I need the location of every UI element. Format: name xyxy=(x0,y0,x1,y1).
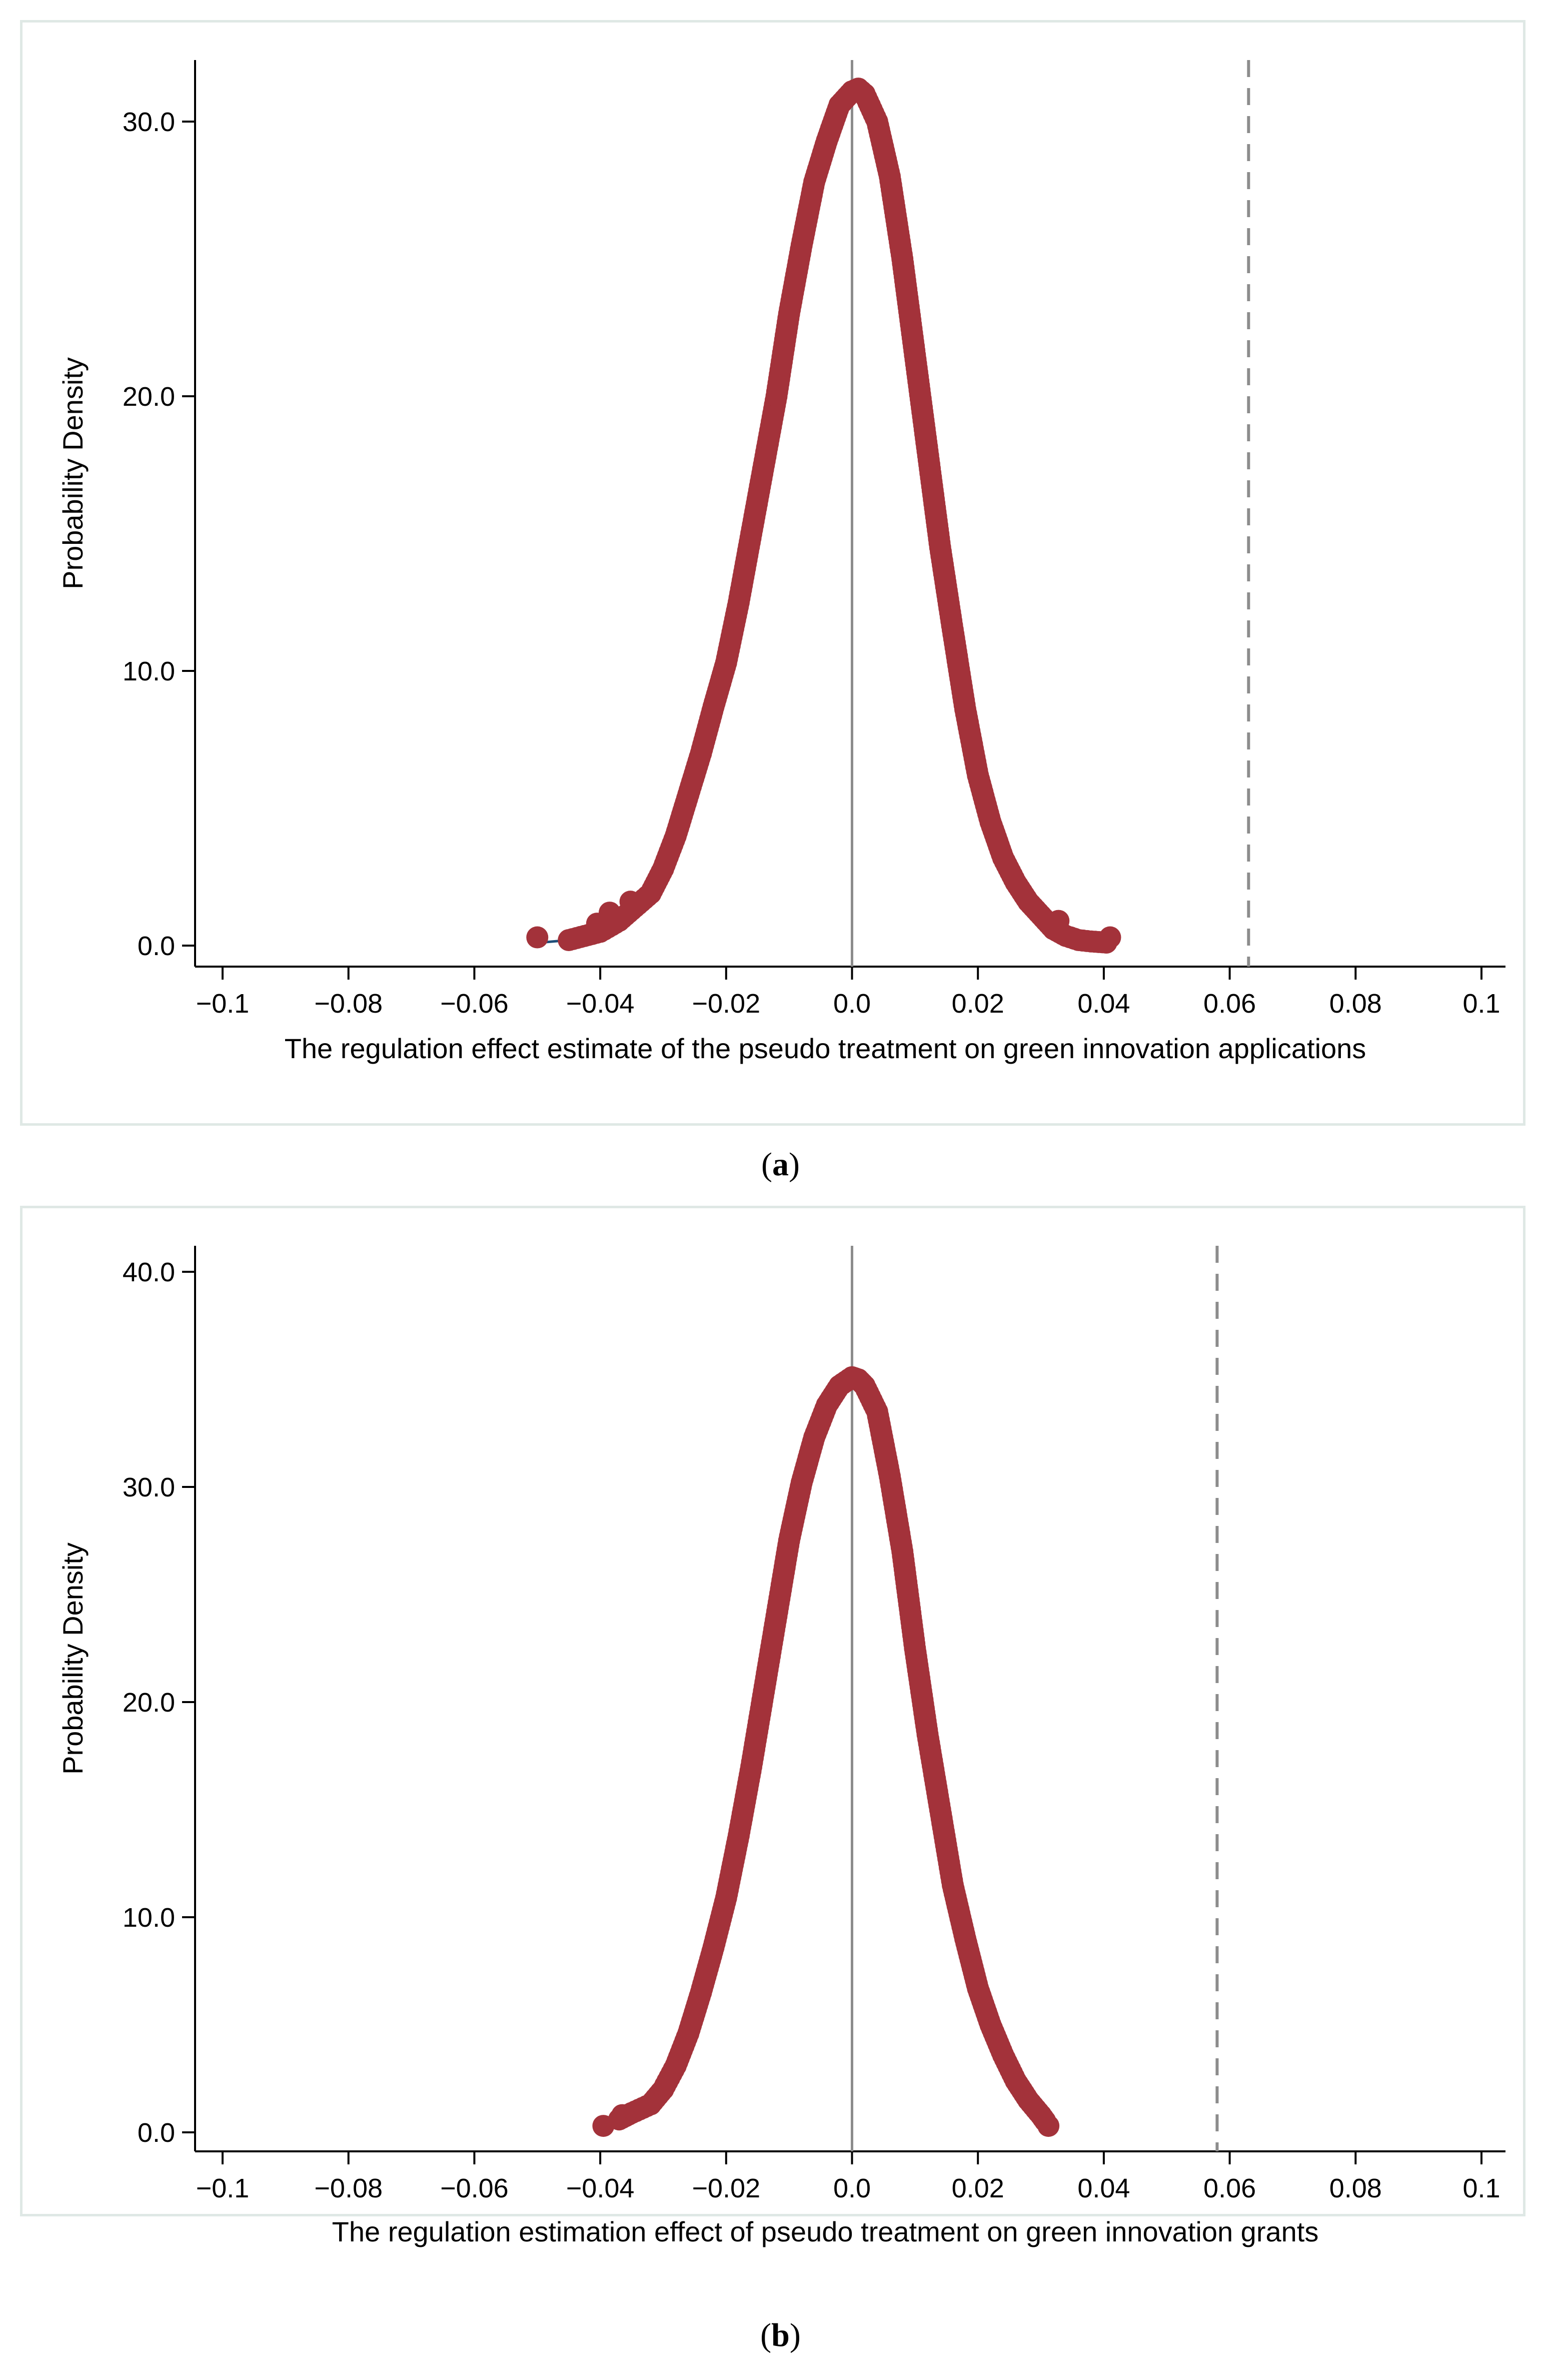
panel-b-x-axis-title: The regulation estimation effect of pseu… xyxy=(332,2216,1319,2247)
panel-b-x-tick-label: −0.06 xyxy=(440,2173,509,2203)
panel-a-x-tick-label: −0.02 xyxy=(692,989,760,1019)
panel-b-x-tick-label: −0.08 xyxy=(314,2173,383,2203)
panel-a-outlier-point xyxy=(526,926,549,949)
panel-b-x-tick-label: 0.08 xyxy=(1329,2173,1382,2203)
panel-b-x-tick-label: 0.02 xyxy=(952,2173,1004,2203)
panel-b-x-tick-label: 0.06 xyxy=(1203,2173,1256,2203)
panel-a-y-tick-label: 0.0 xyxy=(138,931,175,961)
panel-a-outlier-point xyxy=(619,891,642,913)
panel-b-y-tick-label: 20.0 xyxy=(123,1688,175,1718)
panel-b-y-tick-label: 30.0 xyxy=(123,1472,175,1502)
panel-a-x-tick-label: −0.06 xyxy=(440,989,509,1019)
panel-a-x-tick-label: 0.06 xyxy=(1203,989,1256,1019)
panel-b-x-tick-label: 0.04 xyxy=(1077,2173,1130,2203)
panel-b-y-axis-title: Probability Density xyxy=(57,1542,89,1775)
panel-a-y-axis-title: Probability Density xyxy=(57,357,89,589)
panel-a-frame xyxy=(20,20,1525,1126)
panel-a-x-tick-label: 0.02 xyxy=(952,989,1004,1019)
panel-a-y-tick-label: 20.0 xyxy=(123,382,175,412)
panel-b-y-tick-label: 10.0 xyxy=(123,1903,175,1933)
panel-a-x-tick-label: 0.04 xyxy=(1077,989,1130,1019)
panel-a-outlier-point xyxy=(1099,926,1121,949)
panel-b-outlier-point xyxy=(1037,2115,1060,2137)
panel-a-outlier-point xyxy=(598,902,621,924)
panel-b-x-tick-label: −0.1 xyxy=(196,2173,250,2203)
panel-b-x-tick-label: 0.1 xyxy=(1462,2173,1500,2203)
panel-a-y-tick-label: 30.0 xyxy=(123,107,175,137)
panel-b-outlier-point xyxy=(639,2093,662,2116)
panel-b-caption: (b) xyxy=(760,2317,801,2353)
panel-a-x-axis-title: The regulation effect estimate of the ps… xyxy=(285,1033,1366,1064)
panel-a-y-tick-label: 10.0 xyxy=(123,656,175,686)
panel-b-x-tick-label: −0.02 xyxy=(692,2173,760,2203)
panel-a-caption: (a) xyxy=(761,1146,800,1183)
panel-a-x-tick-label: 0.08 xyxy=(1329,989,1382,1019)
panel-a-x-tick-label: −0.04 xyxy=(566,989,635,1019)
panel-a-outlier-point xyxy=(1047,910,1070,932)
panel-a-x-tick-label: −0.1 xyxy=(196,989,250,1019)
panel-a-density-curve xyxy=(537,87,1110,944)
panel-b-x-tick-label: −0.04 xyxy=(566,2173,635,2203)
panel-b-frame xyxy=(20,1206,1525,2216)
panel-b-y-tick-label: 0.0 xyxy=(138,2118,175,2148)
panel-a-x-tick-label: 0.1 xyxy=(1462,989,1500,1019)
panel-b-x-tick-label: 0.0 xyxy=(833,2173,871,2203)
panel-b-outlier-point xyxy=(592,2115,615,2137)
panel-a-x-tick-label: −0.08 xyxy=(314,989,383,1019)
panel-a-x-tick-label: 0.0 xyxy=(833,989,871,1019)
panel-b-y-tick-label: 40.0 xyxy=(123,1257,175,1287)
panel-b-outlier-point xyxy=(611,2104,634,2126)
